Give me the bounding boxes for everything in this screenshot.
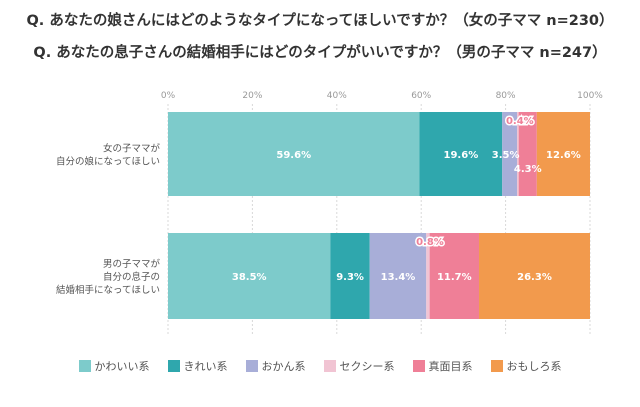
legend-label: おもしろ系 bbox=[506, 360, 562, 373]
x-tick-label: 0% bbox=[161, 91, 176, 101]
legend-swatch bbox=[245, 360, 258, 372]
x-tick-label: 20% bbox=[242, 91, 262, 101]
data-label: 0.8% bbox=[416, 237, 444, 248]
data-label: 11.7% bbox=[437, 272, 472, 283]
data-label: 38.5% bbox=[232, 272, 267, 283]
legend-swatch bbox=[78, 360, 91, 372]
x-tick-label: 40% bbox=[327, 91, 347, 101]
bar-segment bbox=[369, 233, 427, 319]
data-label: 12.6% bbox=[546, 150, 581, 161]
legend-item: かわいい系 bbox=[78, 358, 150, 374]
data-label: 9.3% bbox=[336, 272, 364, 283]
category-label: 男の子ママが自分の息子の結婚相手になってほしい bbox=[56, 258, 161, 296]
legend-label: セクシー系 bbox=[339, 360, 395, 373]
legend-label: きれい系 bbox=[183, 360, 228, 373]
chart-subtitle: Q. あなたの息子さんの結婚相手にはどのタイプがいいですか？（男の子ママ n=2… bbox=[33, 45, 607, 61]
legend-swatch bbox=[323, 360, 336, 372]
bar-segment bbox=[426, 233, 430, 319]
x-tick-label: 80% bbox=[496, 91, 516, 101]
legend-item: セクシー系 bbox=[323, 358, 395, 374]
x-tick-label: 60% bbox=[411, 91, 431, 101]
bar-segment bbox=[419, 112, 503, 196]
bar-segment bbox=[518, 112, 537, 196]
data-label: 0.4% bbox=[506, 116, 534, 127]
legend-item: きれい系 bbox=[167, 358, 228, 374]
legend-swatch bbox=[490, 360, 503, 372]
data-label: 3.5% bbox=[492, 150, 520, 161]
bar-segment bbox=[502, 112, 517, 196]
data-label: 4.3% bbox=[514, 164, 542, 175]
data-label: 19.6% bbox=[444, 150, 479, 161]
legend-label: 真面目系 bbox=[428, 360, 473, 373]
legend-label: かわいい系 bbox=[94, 360, 150, 373]
data-label: 26.3% bbox=[517, 272, 552, 283]
legend-swatch bbox=[412, 360, 425, 372]
legend-label: おかん系 bbox=[261, 360, 306, 373]
bar-segment bbox=[168, 112, 420, 196]
legend-item: おもしろ系 bbox=[490, 358, 562, 374]
chart-title: Q. あなたの娘さんにはどのようなタイプになってほしいですか？（女の子ママ n=… bbox=[26, 13, 614, 29]
bar-segment bbox=[516, 112, 519, 196]
data-label: 59.6% bbox=[276, 150, 311, 161]
chart-legend: かわいい系 きれい系 おかん系 セクシー系 真面目系 おもしろ系 bbox=[0, 358, 640, 374]
x-tick-label: 100% bbox=[577, 91, 603, 101]
bar-segment bbox=[536, 112, 590, 196]
data-label: 13.4% bbox=[381, 272, 416, 283]
bar-segment bbox=[330, 233, 370, 319]
bar-segment bbox=[479, 233, 590, 319]
category-label: 女の子ママが自分の娘になってほしい bbox=[56, 143, 161, 168]
legend-item: おかん系 bbox=[245, 358, 306, 374]
legend-swatch bbox=[167, 360, 180, 372]
bar-segment bbox=[168, 233, 331, 319]
bar-segment bbox=[429, 233, 480, 319]
legend-item: 真面目系 bbox=[412, 358, 473, 374]
